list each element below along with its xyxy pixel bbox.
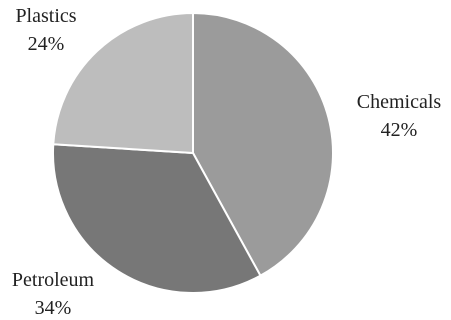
slice-value-chemicals: 42% bbox=[381, 119, 418, 141]
pie-slice-chemicals bbox=[192, 12, 334, 277]
slice-value-plastics: 24% bbox=[28, 33, 65, 55]
pie-slice-plastics bbox=[52, 12, 194, 154]
slice-label-plastics: Plastics bbox=[15, 5, 76, 27]
pie-labels: Chemicals 42% Petroleum 34% Plastics 24% bbox=[12, 5, 442, 319]
slice-label-petroleum: Petroleum bbox=[12, 269, 95, 291]
pie-slices bbox=[52, 12, 334, 294]
slice-value-petroleum: 34% bbox=[35, 297, 72, 319]
pie-slice-petroleum bbox=[52, 143, 262, 294]
slice-label-chemicals: Chemicals bbox=[357, 91, 442, 113]
